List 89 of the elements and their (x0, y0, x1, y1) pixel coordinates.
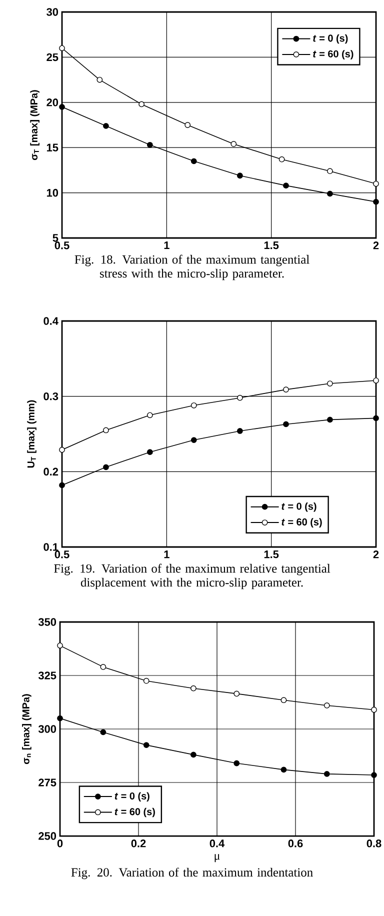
y-tick-label: 325 (38, 672, 56, 680)
point (373, 198, 379, 205)
point (327, 380, 333, 386)
x-tick-label: 2 (373, 550, 379, 558)
x-tick-label: 1 (164, 550, 170, 558)
y-tick-label: 0.3 (44, 392, 58, 400)
point (236, 394, 243, 401)
point (327, 190, 333, 197)
point (146, 142, 153, 148)
point (283, 182, 289, 189)
point (327, 168, 333, 174)
point (278, 156, 285, 162)
point (324, 771, 330, 777)
point (236, 428, 243, 434)
point (280, 766, 287, 773)
point (57, 715, 63, 722)
y-tick-label: 0.1 (44, 543, 58, 551)
legend-label: t = 0 (s) (114, 792, 150, 802)
y-tick-label: 275 (38, 778, 56, 786)
point (373, 378, 379, 384)
point (190, 402, 197, 408)
y-axis-title: σ$_{T}$ [max] (MPa) (30, 90, 40, 160)
point (57, 642, 63, 648)
y-tick-label: 350 (38, 618, 56, 626)
point (230, 141, 237, 147)
y-tick-label: 30 (46, 8, 58, 16)
point (373, 180, 379, 187)
point (234, 760, 240, 766)
point (190, 158, 197, 164)
point (371, 772, 377, 778)
y-tick-label: 25 (46, 53, 58, 62)
y-tick-label: 10 (46, 188, 58, 197)
y-axis-title: U$_{T}$ [max] (mm) (27, 400, 36, 468)
y-tick-label: 0.4 (44, 317, 58, 325)
point (324, 702, 330, 708)
point (138, 101, 144, 108)
point (143, 678, 150, 684)
point (327, 416, 333, 423)
y-tick-label: 20 (46, 98, 58, 106)
point (59, 446, 65, 453)
point (190, 752, 196, 758)
point (234, 690, 240, 697)
point (146, 449, 153, 456)
point (59, 104, 65, 110)
point (103, 427, 109, 434)
point (280, 697, 287, 704)
x-tick-label: 0.5 (54, 550, 70, 558)
x-tick-label: 0.5 (54, 242, 70, 250)
point (103, 122, 109, 129)
point (283, 386, 289, 392)
point (96, 76, 103, 83)
caption: Fig. 19. Variation of the maximum relative tangential displacement with the micro-slip parameter. (54, 564, 330, 590)
y-tick-label: 250 (38, 832, 56, 840)
point (59, 45, 65, 52)
y-tick-label: 5 (52, 234, 58, 242)
y-axis-title: σ$_{n}$ [max] (MPa) (22, 694, 32, 764)
point (184, 122, 191, 128)
point (146, 412, 153, 418)
point (237, 172, 243, 179)
x-axis-title: μ (214, 854, 220, 862)
x-tick-label: 0.4 (210, 840, 225, 848)
x-tick-label: 0 (57, 840, 63, 848)
x-tick-label: 2 (373, 242, 379, 250)
caption: Fig. 18. Variation of the maximum tangential stress with the micro-slip parameter. (74, 254, 310, 280)
point (190, 685, 196, 692)
point (371, 706, 377, 713)
x-tick-label: 0.2 (131, 840, 146, 848)
point (100, 729, 106, 736)
legend-label: t = 60 (s) (114, 808, 155, 818)
legend-label: t = 60 (s) (282, 518, 322, 528)
point (283, 421, 289, 428)
y-tick-label: 0.2 (44, 468, 58, 476)
x-tick-label: 1.5 (264, 242, 279, 250)
point (103, 464, 109, 470)
x-tick-label: 1.5 (264, 550, 279, 558)
legend-label: t = 0 (s) (313, 34, 348, 44)
y-tick-label: 300 (38, 725, 56, 733)
point (100, 664, 106, 670)
point (143, 742, 150, 748)
y-tick-label: 15 (46, 144, 58, 152)
point (59, 482, 65, 488)
legend-label: t = 0 (s) (282, 502, 316, 512)
caption: Fig. 20. Variation of the maximum indentation (71, 868, 313, 880)
x-tick-label: 0.6 (288, 840, 303, 848)
x-tick-label: 0.8 (366, 840, 382, 848)
legend-label: t = 60 (s) (313, 50, 354, 60)
point (190, 437, 197, 443)
x-tick-label: 1 (164, 242, 170, 250)
point (373, 415, 379, 422)
